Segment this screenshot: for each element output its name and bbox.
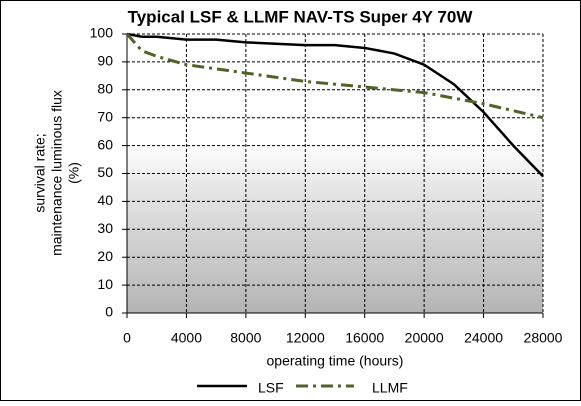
y-axis-label-line: survival rate; [32, 133, 48, 212]
y-tick-label: 80 [97, 81, 113, 97]
legend-label: LSF [258, 380, 284, 396]
legend-label: LLMF [372, 380, 408, 396]
chart-title: Typical LSF & LLMF NAV-TS Super 4Y 70W [128, 7, 474, 26]
y-axis-label: survival rate; maintenance luminous flux… [32, 90, 82, 256]
x-tick-label: 8000 [230, 330, 261, 346]
y-tick-label: 60 [97, 136, 113, 152]
x-tick-label: 20000 [405, 330, 444, 346]
y-tick-label: 50 [97, 164, 113, 180]
x-tick-label: 28000 [524, 330, 563, 346]
y-tick-label: 0 [105, 304, 113, 320]
series-line [126, 32, 544, 178]
y-tick-label: 40 [97, 192, 113, 208]
series-line [125, 33, 544, 120]
x-axis-label: operating time (hours) [267, 353, 404, 369]
y-tick-label: 20 [97, 248, 113, 264]
x-tick-label: 24000 [464, 330, 503, 346]
y-axis-label-line: (%) [66, 162, 82, 184]
y-tick-label: 70 [97, 108, 113, 124]
y-tick-label: 100 [90, 25, 114, 41]
y-axis-label-line: maintenance luminous flux [49, 90, 65, 256]
y-tick-label: 90 [97, 53, 113, 69]
x-tick-label: 0 [123, 330, 131, 346]
y-tick-label: 10 [97, 276, 113, 292]
x-tick-label: 16000 [345, 330, 384, 346]
x-tick-label: 12000 [286, 330, 325, 346]
x-tick-label: 4000 [171, 330, 202, 346]
y-tick-label: 30 [97, 220, 113, 236]
